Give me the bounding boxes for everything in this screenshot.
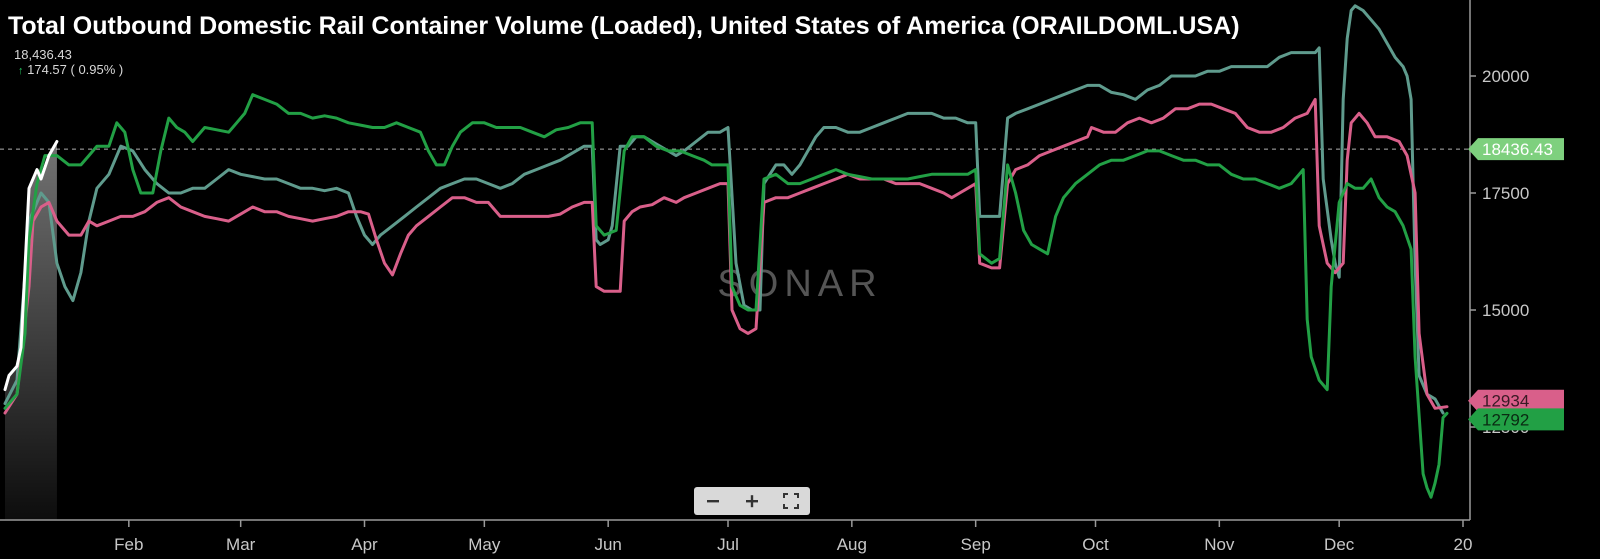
minus-icon <box>707 500 720 503</box>
x-tick-label: Oct <box>1082 535 1109 554</box>
x-tick-label: 20 <box>1454 535 1473 554</box>
x-tick-label: Mar <box>226 535 256 554</box>
svg-text:18436.43: 18436.43 <box>1482 140 1553 159</box>
up-arrow-icon: ↑ <box>18 65 24 77</box>
change-value: 174.57 ( 0.95% ) <box>27 62 124 77</box>
y-tick-label: 20000 <box>1482 67 1529 86</box>
series-line-4 <box>3 140 59 392</box>
x-tick-label: Apr <box>351 535 378 554</box>
x-tick-label: Nov <box>1204 535 1235 554</box>
series-line-1 <box>3 4 1445 415</box>
end-value-tag: 12792 <box>1468 408 1564 431</box>
fullscreen-button[interactable] <box>776 489 806 513</box>
x-tick-label: Dec <box>1324 535 1355 554</box>
fullscreen-icon <box>782 493 799 509</box>
zoom-out-button[interactable] <box>698 489 728 513</box>
zoom-controls <box>694 487 810 515</box>
current-value: 18,436.43 <box>14 47 72 62</box>
highlight-area <box>5 141 57 520</box>
chart-title: Total Outbound Domestic Rail Container V… <box>8 12 1240 40</box>
x-tick-label: Sep <box>961 535 991 554</box>
series-line-3 <box>3 93 1449 499</box>
x-tick-label: Jun <box>594 535 621 554</box>
series-line-2 <box>3 97 1449 415</box>
x-tick-label: May <box>468 535 501 554</box>
x-tick-label: Feb <box>114 535 143 554</box>
svg-text:12934: 12934 <box>1482 392 1529 411</box>
x-tick-label: Jul <box>717 535 739 554</box>
value-readout: 18,436.43 ↑ 174.57 ( 0.95% ) <box>14 47 123 79</box>
y-tick-label: 15000 <box>1482 301 1529 320</box>
svg-text:12792: 12792 <box>1482 410 1529 429</box>
series-layer <box>3 4 1449 520</box>
end-value-tag: 12934 <box>1468 389 1564 412</box>
y-tick-label: 17500 <box>1482 184 1529 203</box>
plus-icon <box>745 495 758 508</box>
zoom-in-button[interactable] <box>737 489 767 513</box>
reference-value-tag: 18436.43 <box>1468 138 1564 161</box>
x-tick-label: Aug <box>837 535 867 554</box>
change-readout: ↑ 174.57 ( 0.95% ) <box>18 62 123 79</box>
